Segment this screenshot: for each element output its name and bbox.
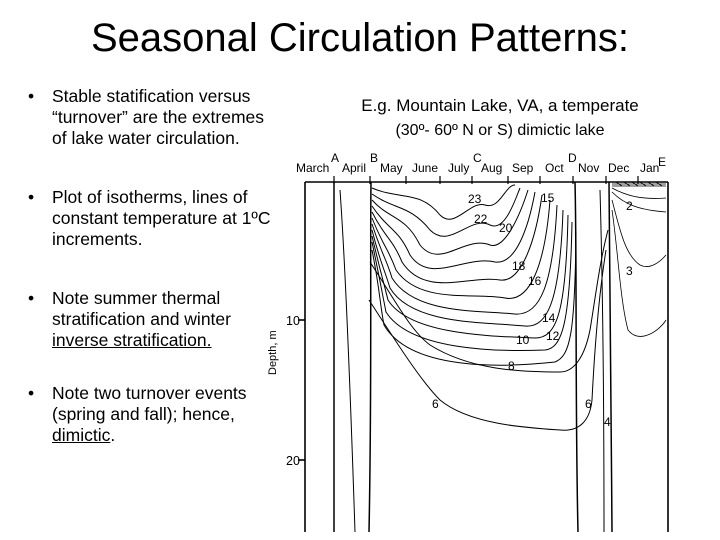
turnover-line-nov [608,181,613,533]
isotherm-label: 3 [626,264,633,278]
bullet-underlined-text: dimictic [52,425,111,445]
isotherm-label: 2 [626,199,633,213]
bullet-turnover-events: Note two turnover events (spring and fal… [28,383,278,446]
isotherm-label: 8 [508,359,515,373]
bullet-stratification-turnover: Stable statification versus “turnover” a… [28,86,278,149]
bullet-text-end: . [110,425,116,445]
depth-tick-label: 10 [286,314,300,328]
turnover-line-d [574,181,579,533]
isotherm-label: 10 [516,333,530,347]
isotherm-label: 23 [468,192,482,206]
marker-label: A [331,151,339,165]
marker-label: E [658,155,666,169]
example-caption: E.g. Mountain Lake, VA, a temperate (30º… [330,96,670,140]
bullet-underlined-text: inverse stratification. [52,330,212,350]
page-title: Seasonal Circulation Patterns: [90,16,630,60]
example-line-1: E.g. Mountain Lake, VA, a temperate [361,96,639,115]
month-label: Jan [640,161,659,175]
depth-axis-label: Depth, m [267,330,279,375]
bullet-text: Stable statification versus “turnover” a… [52,86,265,148]
isotherm-label: 18 [512,259,526,273]
month-label: April [342,161,366,175]
depth-tick-label: 20 [286,454,300,468]
bullet-summer-winter: Note summer thermal stratification and w… [28,288,278,351]
isotherm-label: 4 [604,415,611,429]
isotherm-label: 6 [432,397,439,411]
bullet-text: Note two turnover events (spring and fal… [52,383,247,424]
turnover-line-b [368,181,372,533]
example-line-2: (30º- 60º N or S) dimictic lake [395,122,605,139]
bullet-isotherms: Plot of isotherms, lines of constant tem… [28,187,278,250]
ice-cover-hatching [611,181,667,337]
isotherm-lines [339,184,609,533]
bullet-list: Stable statification versus “turnover” a… [28,86,278,472]
month-label: June [412,161,438,175]
month-label: Oct [545,161,564,175]
bullet-text: Note summer thermal stratification and w… [52,288,231,329]
marker-label: B [370,151,378,165]
month-label: Aug [481,161,502,175]
isotherm-label: 16 [528,274,542,288]
isotherm-label: 20 [499,221,513,235]
bullet-text: Plot of isotherms, lines of constant tem… [52,187,271,249]
marker-label: C [473,151,482,165]
month-label: Dec [608,161,629,175]
marker-label: D [568,151,577,165]
month-label: Nov [578,161,599,175]
month-label: March [296,161,329,175]
isotherm-label: 12 [546,329,560,343]
isotherm-label: 15 [541,191,555,205]
isotherm-label: 14 [542,311,556,325]
month-label: July [448,161,469,175]
month-label: Sep [512,161,534,175]
isotherm-label: 22 [474,212,488,226]
month-label: May [380,161,403,175]
isotherm-label: 6 [585,397,592,411]
